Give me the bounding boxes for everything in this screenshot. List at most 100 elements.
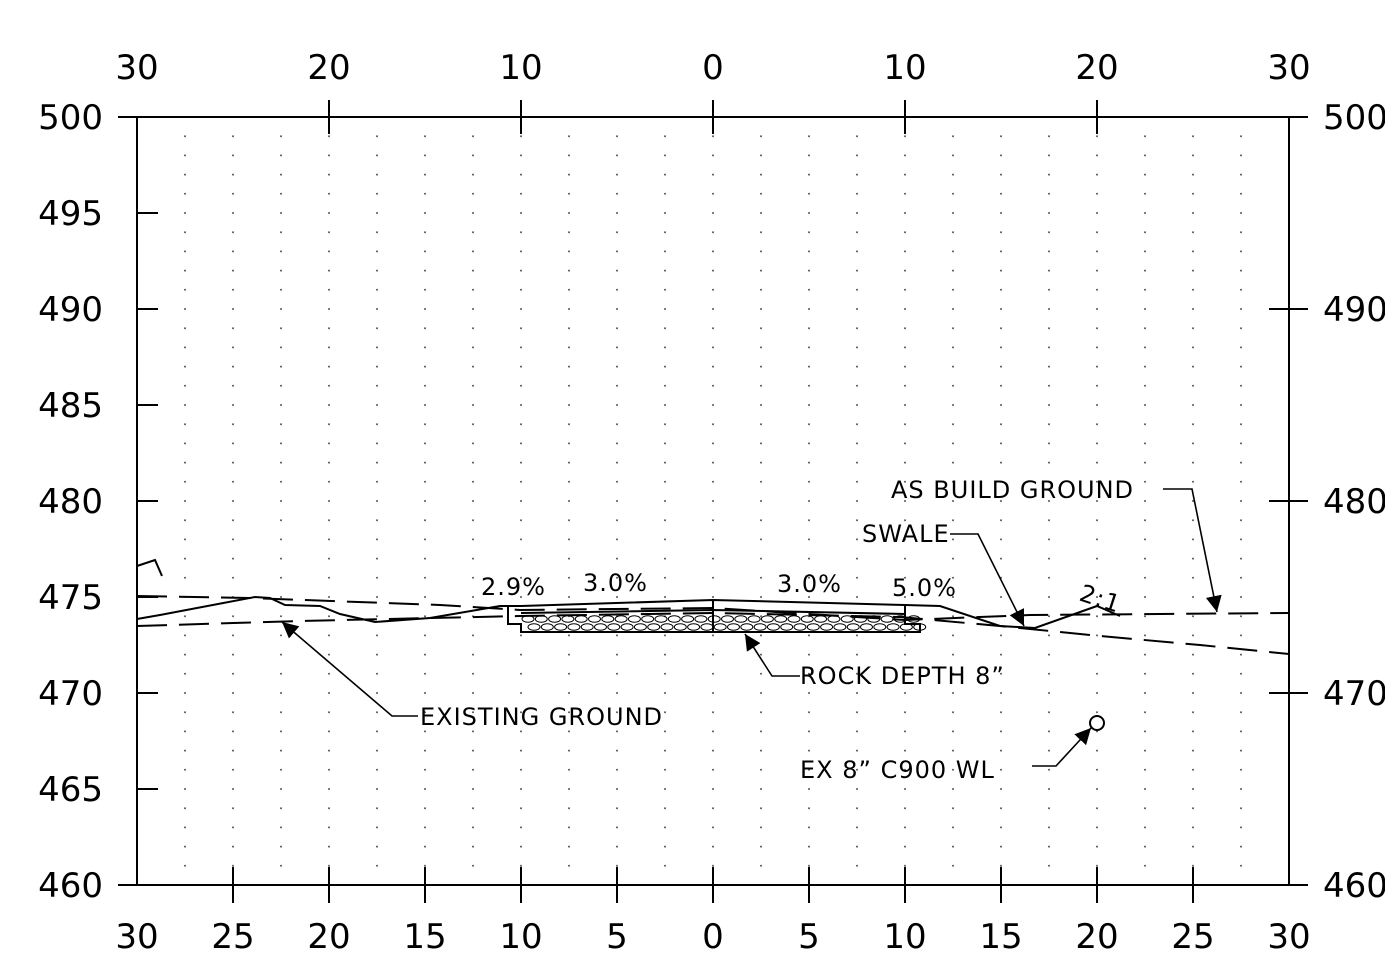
- grid-dot: [184, 672, 186, 675]
- grid-dot: [568, 269, 570, 272]
- grid-dot: [808, 538, 810, 541]
- grid-dot: [1144, 269, 1146, 272]
- grid-dot: [1048, 308, 1050, 310]
- grid-dot: [328, 538, 330, 541]
- grid-dot: [232, 864, 234, 867]
- grid-dot: [616, 404, 618, 406]
- grid-dot: [280, 404, 282, 406]
- grid-dot: [616, 653, 618, 656]
- grid-dot: [904, 519, 906, 522]
- grid-dot: [856, 327, 858, 330]
- grid-dot: [1048, 231, 1050, 234]
- elevation-label: 475: [38, 578, 103, 618]
- grid-dot: [904, 269, 906, 272]
- grid-dot: [1096, 384, 1098, 387]
- grid-dot: [1096, 672, 1098, 675]
- grid-dot: [184, 346, 186, 349]
- grid-dot: [328, 807, 330, 810]
- grid-dot: [472, 135, 474, 138]
- grid-dot: [232, 288, 234, 291]
- grid-dot: [952, 500, 954, 502]
- grid-dot: [424, 730, 426, 733]
- grid-dot: [808, 653, 810, 656]
- grid-dot: [952, 461, 954, 464]
- grid-dot: [1096, 231, 1098, 234]
- grid-dot: [1000, 327, 1002, 330]
- grid-dot: [616, 500, 618, 502]
- grid-dot: [520, 692, 522, 694]
- grid-dot: [952, 557, 954, 560]
- grid-dot: [232, 461, 234, 464]
- grid-dot: [904, 864, 906, 867]
- grid-dot: [472, 711, 474, 714]
- grid-dot: [712, 346, 714, 349]
- grid-dot: [1192, 653, 1194, 656]
- grid-dot: [1240, 327, 1242, 330]
- grid-dot: [424, 519, 426, 522]
- grid-dot: [1048, 500, 1050, 502]
- grid-dot: [616, 461, 618, 464]
- grid-dot: [1096, 749, 1098, 752]
- grid-dot: [664, 557, 666, 560]
- grid-dot: [1240, 768, 1242, 771]
- grid-dot: [280, 749, 282, 752]
- grid-dot: [1144, 327, 1146, 330]
- grid-dot: [424, 692, 426, 694]
- grid-dot: [328, 154, 330, 157]
- grid-dot: [664, 461, 666, 464]
- grid-dot: [520, 384, 522, 387]
- grid-dot: [1000, 596, 1002, 598]
- grid-dot: [1048, 404, 1050, 406]
- grid-dot: [1096, 308, 1098, 310]
- grid-dot: [1000, 788, 1002, 790]
- grid-dot: [568, 500, 570, 502]
- grid-dot: [1192, 864, 1194, 867]
- grid-dot: [616, 231, 618, 234]
- grid-dot: [520, 749, 522, 752]
- grid-dot: [712, 788, 714, 790]
- bottom-label: 25: [1171, 917, 1214, 957]
- rock-hatch: [647, 623, 661, 631]
- grid-dot: [568, 365, 570, 368]
- rock-hatch: [833, 623, 847, 631]
- rock-hatch: [707, 615, 721, 623]
- grid-dot: [472, 557, 474, 560]
- grid-dot: [1048, 173, 1050, 176]
- grid-dot: [328, 576, 330, 579]
- grid-dot: [280, 480, 282, 483]
- grid-dot: [568, 576, 570, 579]
- grid-dot: [952, 788, 954, 790]
- grid-dot: [424, 288, 426, 291]
- grid-dot: [616, 346, 618, 349]
- grid-dot: [376, 423, 378, 426]
- grid-dot: [568, 826, 570, 829]
- grid-dot: [664, 692, 666, 694]
- grid-dot: [376, 404, 378, 406]
- grid-dot: [856, 269, 858, 272]
- grid-dot: [472, 749, 474, 752]
- grid-dot: [232, 192, 234, 195]
- grid-dot: [1048, 327, 1050, 330]
- grid-dot: [280, 711, 282, 714]
- grid-dot: [280, 212, 282, 214]
- grid-dot: [1144, 807, 1146, 810]
- grid-dot: [856, 538, 858, 541]
- rock-hatch: [561, 615, 575, 623]
- grid-dot: [424, 173, 426, 176]
- grid-dot: [664, 538, 666, 541]
- grid-dot: [1000, 173, 1002, 176]
- grid-dot: [568, 308, 570, 310]
- grid-dot: [376, 327, 378, 330]
- grid-dot: [1192, 634, 1194, 637]
- grid-dot: [760, 384, 762, 387]
- grid-dot: [1240, 500, 1242, 502]
- grid-dot: [808, 461, 810, 464]
- grid-dot: [1000, 653, 1002, 656]
- grid-dot: [1192, 500, 1194, 502]
- grid-dot: [280, 634, 282, 637]
- grid-dot: [232, 519, 234, 522]
- grid-dot: [952, 288, 954, 291]
- grid-dot: [376, 346, 378, 349]
- grid-dot: [376, 864, 378, 867]
- grid-dot: [520, 807, 522, 810]
